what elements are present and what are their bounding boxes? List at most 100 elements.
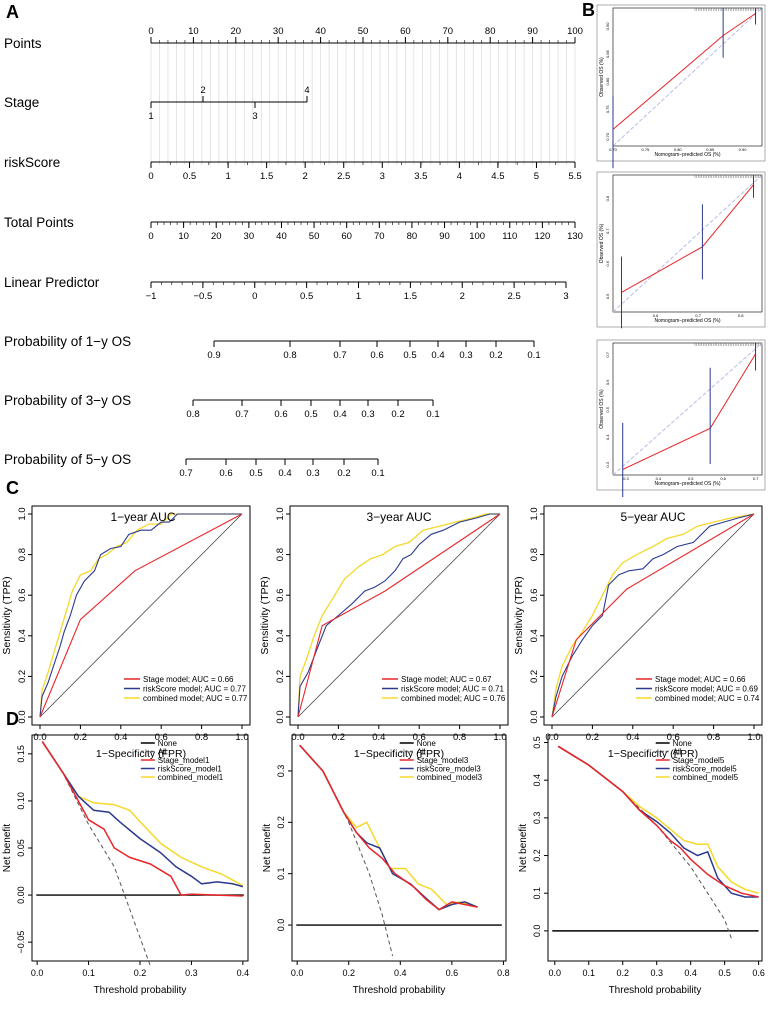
roc-y-tick-label: 0.8 bbox=[275, 548, 286, 561]
calibration-x-tick-label: 0.4 bbox=[656, 476, 662, 481]
dca-legend-label: None bbox=[673, 739, 693, 748]
calibration-ideal-line bbox=[612, 174, 763, 313]
roc-title: 3−year AUC bbox=[366, 510, 431, 524]
roc-y-tick-label: 0.4 bbox=[275, 629, 286, 642]
stage-tick-label: 1 bbox=[148, 111, 153, 122]
riskscore-tick-label: 5.5 bbox=[568, 171, 581, 182]
prob-5y-tick-label: 0.5 bbox=[249, 468, 262, 479]
prob-5y-tick-label: 0.1 bbox=[371, 468, 384, 479]
dca-stage-curve bbox=[299, 744, 478, 911]
linear-predictor-tick-label: 0 bbox=[252, 291, 257, 302]
roc-legend-label: riskScore model; AUC = 0.71 bbox=[401, 685, 504, 694]
roc-x-tick-label: 0.8 bbox=[453, 732, 466, 743]
total-points-tick-label: 130 bbox=[567, 231, 583, 242]
linear-predictor-tick-label: 3 bbox=[563, 291, 568, 302]
dca-y-tick-label: 0.1 bbox=[532, 887, 542, 900]
roc-y-tick-label: 0.2 bbox=[275, 670, 286, 683]
prob-5y-tick-label: 0.2 bbox=[337, 468, 350, 479]
roc-combined-curve bbox=[39, 513, 242, 718]
roc-x-tick-label: 0.2 bbox=[74, 732, 87, 743]
prob-1y-tick-label: 0.1 bbox=[527, 350, 540, 361]
nomogram-scale-label: Points bbox=[4, 36, 42, 51]
roc-y-tick-label: 0.6 bbox=[275, 589, 286, 602]
total-points-tick-label: 10 bbox=[178, 231, 189, 242]
points-tick-label: 30 bbox=[273, 26, 284, 37]
calibration-x-tick-label: 0.6 bbox=[653, 313, 659, 318]
prob-3y-tick-label: 0.4 bbox=[333, 409, 346, 420]
panel-label-c: C bbox=[6, 478, 19, 498]
prob-1y-tick-label: 0.8 bbox=[283, 350, 296, 361]
prob-5y-tick-label: 0.7 bbox=[179, 468, 192, 479]
points-tick-label: 40 bbox=[315, 26, 326, 37]
total-points-tick-label: 50 bbox=[309, 231, 320, 242]
points-tick-label: 100 bbox=[567, 26, 583, 37]
dca-y-tick-label: 0.2 bbox=[276, 816, 286, 829]
dca-x-tick-label: 0.1 bbox=[82, 968, 95, 978]
roc-reference-line bbox=[39, 513, 243, 718]
dca-legend-label: riskScore_model3 bbox=[417, 765, 482, 774]
dca-legend-label: combined_model3 bbox=[417, 773, 483, 782]
calibration-y-tick-label: 0.5 bbox=[605, 406, 610, 412]
prob-3y-tick-label: 0.1 bbox=[426, 409, 439, 420]
calibration-y-tick-label: 0.5 bbox=[605, 293, 610, 299]
points-tick-label: 20 bbox=[231, 26, 242, 37]
roc-legend-label: combined model; AUC = 0.77 bbox=[143, 694, 248, 703]
calibration-y-tick-label: 0.75 bbox=[605, 105, 610, 114]
total-points-tick-label: 40 bbox=[276, 231, 287, 242]
calibration-ideal-line bbox=[612, 342, 763, 476]
roc-x-tick-label: 0.0 bbox=[545, 732, 558, 743]
calibration-x-tick-label: 0.7 bbox=[753, 476, 759, 481]
total-points-tick-label: 110 bbox=[502, 231, 517, 242]
roc-x-tick-label: 1.0 bbox=[747, 732, 760, 743]
roc-legend-label: combined model; AUC = 0.74 bbox=[655, 694, 760, 703]
roc-reference-line bbox=[297, 513, 501, 718]
total-points-tick-label: 20 bbox=[211, 231, 222, 242]
roc-legend-label: riskScore model; AUC = 0.77 bbox=[143, 685, 246, 694]
dca-legend-label: All bbox=[417, 748, 426, 757]
calibration-y-tick-label: 0.4 bbox=[605, 434, 610, 440]
roc-y-tick-label: 0.6 bbox=[17, 589, 28, 602]
dca-x-tick-label: 0.4 bbox=[684, 968, 697, 978]
points-tick-label: 0 bbox=[148, 26, 153, 37]
dca-x-label: Threshold probability bbox=[353, 985, 446, 996]
riskscore-tick-label: 2.5 bbox=[337, 171, 350, 182]
roc-y-tick-label: 0.4 bbox=[529, 629, 540, 642]
calibration-x-tick-label: 0.5 bbox=[688, 476, 694, 481]
calibration-y-tick-label: 0.6 bbox=[605, 260, 610, 266]
prob-5y-tick-label: 0.4 bbox=[278, 468, 291, 479]
roc-x-tick-label: 0.0 bbox=[291, 732, 304, 743]
dca-legend-label: Stage_model5 bbox=[673, 756, 725, 765]
dca-x-label: Threshold probability bbox=[94, 985, 187, 996]
dca-x-tick-label: 0.1 bbox=[583, 968, 596, 978]
dca-x-tick-label: 0.3 bbox=[185, 968, 198, 978]
dca-riskscore-curve bbox=[41, 741, 244, 888]
roc-legend-label: Stage model; AUC = 0.66 bbox=[655, 675, 746, 684]
calibration-x-tick-label: 0.6 bbox=[720, 476, 726, 481]
roc-plot-box bbox=[543, 505, 763, 726]
roc-panel: 0.0 0.2 0.4 0.6 0.8 1.0 0.0 0.2 0.4 0.6 0.8 1.0 1−Sp… bbox=[1, 505, 763, 760]
roc-x-tick-label: 0.4 bbox=[114, 732, 127, 743]
calibration-x-tick-label: 0.75 bbox=[641, 147, 650, 152]
dca-combined-curve bbox=[41, 741, 244, 887]
roc-y-label: Sensitivity (TPR) bbox=[1, 576, 13, 654]
roc-y-tick-label: 0.8 bbox=[17, 548, 28, 561]
total-points-tick-label: 80 bbox=[407, 231, 418, 242]
riskscore-tick-label: 4.5 bbox=[491, 171, 504, 182]
calibration-ideal-line bbox=[612, 7, 763, 147]
roc-riskscore-curve bbox=[551, 513, 755, 718]
prob-3y-tick-label: 0.5 bbox=[304, 409, 317, 420]
riskscore-tick-label: 0.5 bbox=[183, 171, 196, 182]
riskscore-tick-label: 4 bbox=[457, 171, 462, 182]
dca-y-tick-label: 0.3 bbox=[532, 812, 542, 825]
dca-all-curve bbox=[299, 744, 394, 957]
nomogram-panel: Points Stage riskScore Total Points Linear P… bbox=[4, 26, 583, 479]
dca-legend-label: combined_model1 bbox=[158, 773, 224, 782]
dca-x-tick-label: 0.2 bbox=[134, 968, 147, 978]
dca-x-tick-label: 0.4 bbox=[394, 968, 407, 978]
riskscore-tick-label: 1.5 bbox=[260, 171, 273, 182]
nomogram-scale-label: Probability of 3−y OS bbox=[4, 393, 131, 408]
prob-5y-tick-label: 0.3 bbox=[306, 468, 319, 479]
roc-x-tick-label: 0.4 bbox=[372, 732, 385, 743]
dca-x-tick-label: 0.3 bbox=[650, 968, 663, 978]
